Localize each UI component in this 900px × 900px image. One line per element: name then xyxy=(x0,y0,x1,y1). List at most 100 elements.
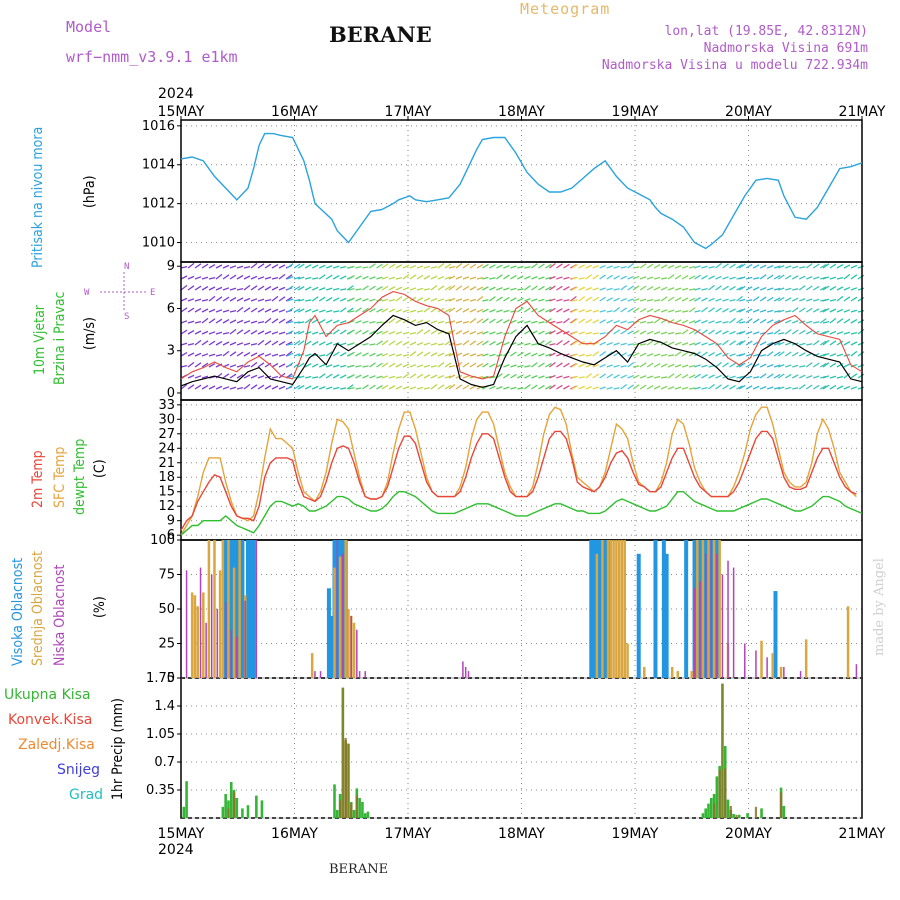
rain-conv-bar xyxy=(754,806,758,818)
cloud-low-bar xyxy=(721,574,724,678)
wind-barb xyxy=(229,351,237,357)
wind-barb xyxy=(462,263,470,269)
wind-barb xyxy=(736,340,743,346)
wind-barb xyxy=(395,308,403,313)
cloud-mid-bar xyxy=(712,540,716,678)
wind-barb xyxy=(355,329,362,335)
wind-barb xyxy=(836,385,844,390)
wind-barb xyxy=(843,341,851,346)
wind-barb xyxy=(229,319,237,324)
wind-barb xyxy=(362,342,369,346)
wind-barb xyxy=(585,354,592,357)
wind-barb xyxy=(556,340,563,346)
wind-barb xyxy=(243,297,251,302)
wind-barb xyxy=(857,328,865,335)
wind-barb xyxy=(674,309,682,313)
wind-barb xyxy=(715,262,722,269)
wind-barb xyxy=(437,374,445,379)
wind-barb xyxy=(715,330,722,335)
wind-barb xyxy=(633,266,640,269)
wind-barb xyxy=(694,297,701,302)
wind-barb xyxy=(791,351,799,357)
wind-barb xyxy=(510,351,517,357)
wind-barb xyxy=(639,298,647,302)
wind-barb xyxy=(639,263,647,269)
wind-barb xyxy=(318,274,326,280)
wind-barb-band xyxy=(448,262,484,390)
wind-barb xyxy=(722,339,729,346)
wind-barb xyxy=(760,354,767,357)
year-label-top: 2024 xyxy=(158,86,194,102)
wind-barb xyxy=(423,374,431,379)
wind-barb xyxy=(496,274,503,280)
wind-barb xyxy=(430,352,438,357)
wind-barb xyxy=(571,318,579,324)
wind-barb xyxy=(416,274,424,280)
wind-barb xyxy=(778,287,785,291)
wind-barb xyxy=(455,275,463,280)
wind-barb xyxy=(510,373,517,379)
wind-barb xyxy=(278,341,286,346)
y-tick-label: 25 xyxy=(158,637,175,652)
wind-barb xyxy=(208,276,216,280)
wind-barb xyxy=(482,362,489,368)
wind-barb xyxy=(836,264,844,269)
wind-barb xyxy=(482,353,489,357)
wind-barb xyxy=(402,286,410,291)
wind-barb xyxy=(222,373,230,379)
wind-barb xyxy=(376,375,383,379)
wind-barb xyxy=(355,307,362,313)
wind-barb xyxy=(376,276,383,280)
wind-barb xyxy=(455,320,463,324)
wind-barb xyxy=(524,285,531,291)
wind-barb xyxy=(215,341,223,346)
wind-barb xyxy=(570,296,577,302)
wind-barb xyxy=(667,341,675,346)
wind-barb xyxy=(250,320,258,324)
wind-barb xyxy=(585,373,593,379)
wind-barb xyxy=(538,384,545,390)
wind-barb xyxy=(388,375,396,379)
wind-barb xyxy=(229,265,237,269)
wind-barb xyxy=(745,362,753,368)
wind-barb xyxy=(715,342,722,346)
wind-barb xyxy=(813,321,820,324)
wind-barb xyxy=(437,320,445,324)
wind-barb xyxy=(701,319,708,324)
wind-barb xyxy=(187,330,195,335)
x-tick-label-bottom: 18MAY xyxy=(498,826,545,842)
wind-barb xyxy=(739,321,746,324)
wind-barb xyxy=(264,298,272,302)
wind-barb xyxy=(653,318,661,324)
wind-barb xyxy=(388,286,396,291)
wind-barb xyxy=(395,363,403,368)
wind-barb xyxy=(766,364,774,368)
wind-barb xyxy=(667,264,675,269)
wind-barb xyxy=(236,265,244,269)
wind-barb xyxy=(503,319,510,324)
wind-barb xyxy=(201,353,209,357)
cloud-high-bar xyxy=(664,553,669,678)
wind-barb xyxy=(305,353,312,357)
wind-barb xyxy=(362,374,369,379)
wind-barb xyxy=(689,387,696,390)
wind-barb xyxy=(620,275,627,280)
wind-barb xyxy=(753,353,760,357)
wind-barb xyxy=(469,263,477,269)
wind-barb xyxy=(674,351,682,357)
wind-barb xyxy=(339,374,347,379)
cloud-low-bar xyxy=(314,671,316,678)
wind-barb xyxy=(531,320,538,324)
wind-barb xyxy=(701,265,708,269)
wind-barb xyxy=(813,276,820,280)
wind-barb xyxy=(722,320,729,324)
wind-barb xyxy=(822,308,830,313)
wind-barb xyxy=(222,264,230,269)
wind-barb xyxy=(355,288,362,291)
wind-barb xyxy=(736,331,743,335)
wind-barb xyxy=(362,352,369,357)
wind-barb xyxy=(222,350,230,357)
wind-barb xyxy=(482,276,489,280)
wind-barb xyxy=(346,307,354,313)
wind-barb xyxy=(545,286,552,291)
